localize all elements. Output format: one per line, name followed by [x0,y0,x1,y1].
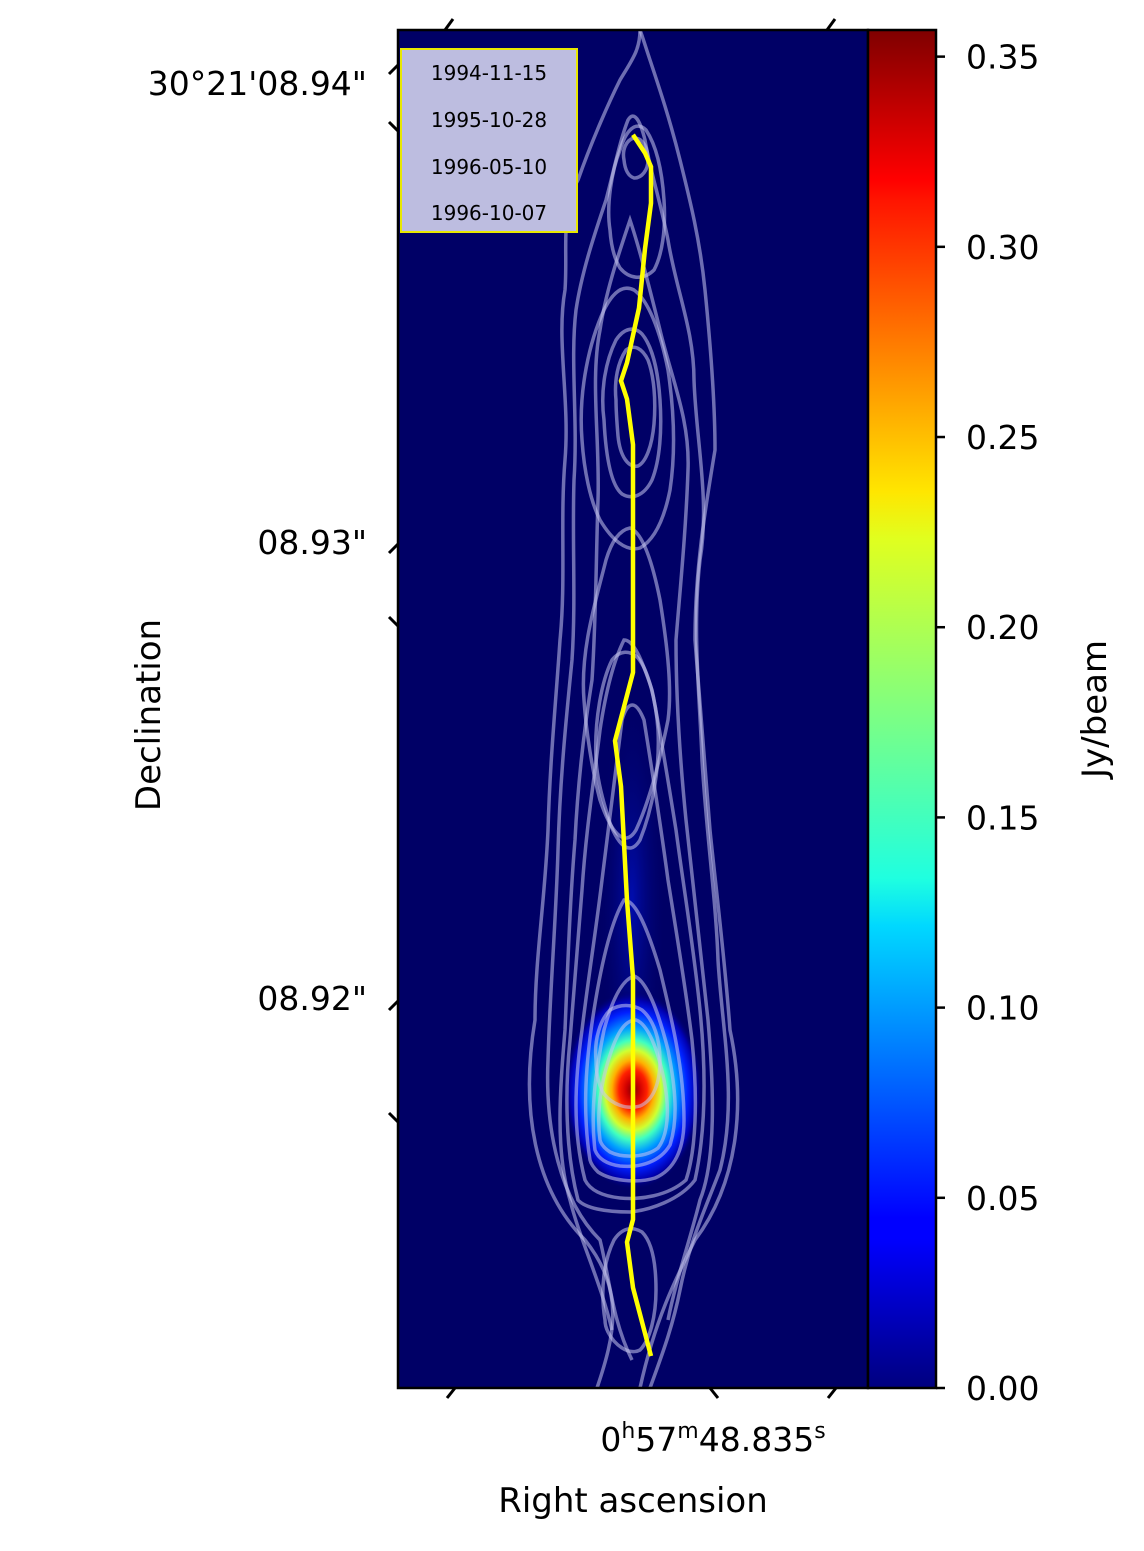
y-tick-mark-5 [387,999,400,1012]
colorbar-tick-label: 0.00 [966,1369,1039,1408]
x-axis-title: Right ascension [498,1481,768,1521]
contour-17 [593,1003,662,1109]
x-tick-mark-bottom-2 [708,1387,720,1399]
colorbar: 0.00 0.05 0.10 0.15 0.20 0.25 0.30 0.35 Jy/beam [866,28,1115,1408]
y-tick-mark-4 [387,615,400,628]
image-panel [396,28,870,1390]
colorbar-tick-label: 0.15 [966,798,1039,837]
y-tick-mark-2 [387,120,400,133]
x-axis [443,18,838,1399]
x-tick-mark-bottom-3 [826,1387,838,1399]
x-tick-label-1: 0h57m48.835s [600,1419,825,1459]
y-axis-title: Declination [129,619,169,811]
contour-13 [613,345,657,468]
y-tick-label-1: 30°21'08.94" [148,64,367,103]
y-tick-mark-3 [387,542,400,555]
contour-9 [581,526,672,840]
contour-12 [601,327,663,499]
y-tick-label-2: 08.93" [257,523,367,562]
colorbar-label: Jy/beam [1075,640,1115,780]
legend-entry-1: 1994-11-15 [431,61,547,85]
contour-3 [558,214,715,1331]
colorbar-tick-label: 0.35 [966,38,1039,77]
colorbar-tick-label: 0.25 [966,418,1039,457]
contour-8 [596,1018,670,1158]
y-tick-mark-6 [387,1111,400,1124]
colorbar-gradient [866,28,938,1390]
colorbar-tick-label: 0.10 [966,989,1039,1028]
contour-10 [593,650,661,850]
contour-11 [579,286,676,551]
contour-outer-1 [527,30,642,1388]
ridge-line [612,133,654,1357]
colorbar-tick-label: 0.30 [966,228,1039,267]
legend-entry-2: 1995-10-28 [431,108,547,132]
x-tick-mark-top-1 [443,18,455,31]
legend-entry-3: 1996-05-10 [431,155,547,179]
colorbar-tick-label: 0.05 [966,1179,1039,1218]
contour-7 [591,974,677,1169]
y-tick-mark-1 [387,63,400,76]
legend-box [400,48,578,233]
legend-entry-4: 1996-10-07 [431,201,547,225]
contour-15 [606,124,667,279]
x-tick-mark-bottom-1 [445,1387,457,1399]
contour-2 [545,114,731,1388]
contour-6 [583,898,686,1183]
legend: 1994-11-15 1995-10-28 1996-05-10 1996-10… [400,48,578,233]
y-axis [387,63,400,1124]
colorbar-tick-label: 0.20 [966,608,1039,647]
contour-16 [601,1226,658,1354]
y-tick-label-3: 08.92" [257,979,367,1018]
contour-lines [527,30,740,1388]
colorbar-ticks: 0.00 0.05 0.10 0.15 0.20 0.25 0.30 0.35 [936,38,1039,1408]
x-tick-mark-top-2 [825,18,837,31]
contour-5 [574,703,698,1201]
